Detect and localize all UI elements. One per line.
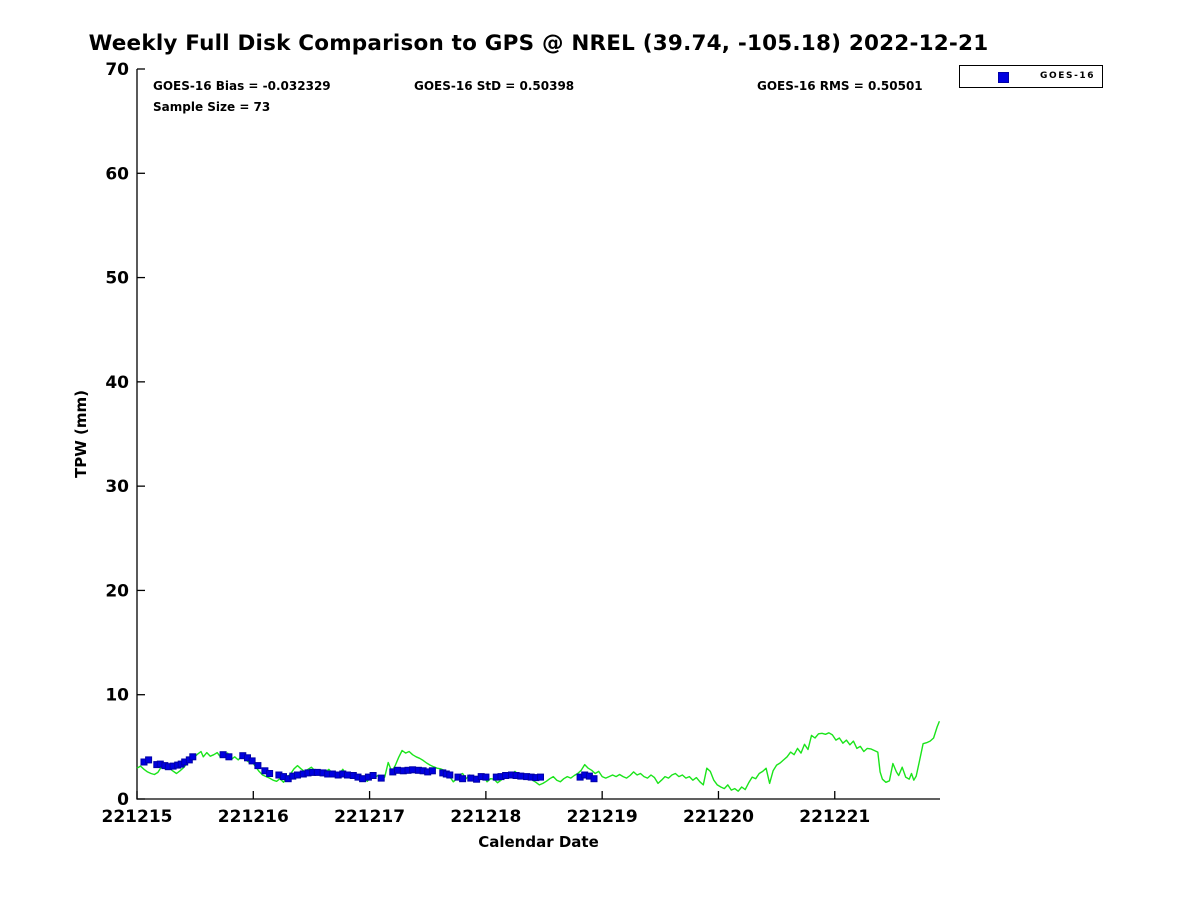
svg-text:70: 70 (105, 60, 129, 80)
svg-text:10: 10 (105, 686, 129, 706)
svg-text:221219: 221219 (567, 807, 638, 827)
svg-text:221215: 221215 (102, 807, 173, 827)
stat-std: GOES-16 StD = 0.50398 (414, 79, 575, 93)
y-axis-ticks: 0 10 20 30 40 50 60 70 (105, 60, 145, 810)
gps-line (136, 721, 941, 792)
svg-text:221221: 221221 (799, 807, 870, 827)
stat-rms: GOES-16 RMS = 0.50501 (757, 79, 923, 93)
svg-text:221220: 221220 (683, 807, 754, 827)
svg-text:20: 20 (105, 581, 129, 601)
axes (136, 69, 940, 800)
svg-text:30: 30 (105, 477, 129, 497)
svg-text:40: 40 (105, 373, 129, 393)
svg-text:221216: 221216 (218, 807, 289, 827)
svg-text:60: 60 (105, 164, 129, 184)
legend-box: GOES-16 (959, 65, 1103, 88)
svg-text:221217: 221217 (334, 807, 405, 827)
x-axis-ticks: 221215 221216 221217 221218 221219 221220 2212… (102, 791, 870, 827)
y-axis-label: TPW (mm) (72, 390, 90, 478)
legend-label: GOES-16 (1040, 71, 1096, 81)
chart-title: Weekly Full Disk Comparison to GPS @ NRE… (88, 31, 989, 56)
goes16-markers (140, 751, 598, 783)
svg-text:0: 0 (117, 790, 129, 810)
stat-bias: GOES-16 Bias = -0.032329 (153, 79, 331, 93)
svg-text:221218: 221218 (450, 807, 521, 827)
stat-sample: Sample Size = 73 (153, 100, 271, 114)
legend-square-marker-icon (998, 72, 1009, 83)
axis-labels: Calendar Date TPW (mm) (72, 390, 599, 851)
x-axis-label: Calendar Date (478, 833, 599, 851)
svg-text:50: 50 (105, 269, 129, 289)
